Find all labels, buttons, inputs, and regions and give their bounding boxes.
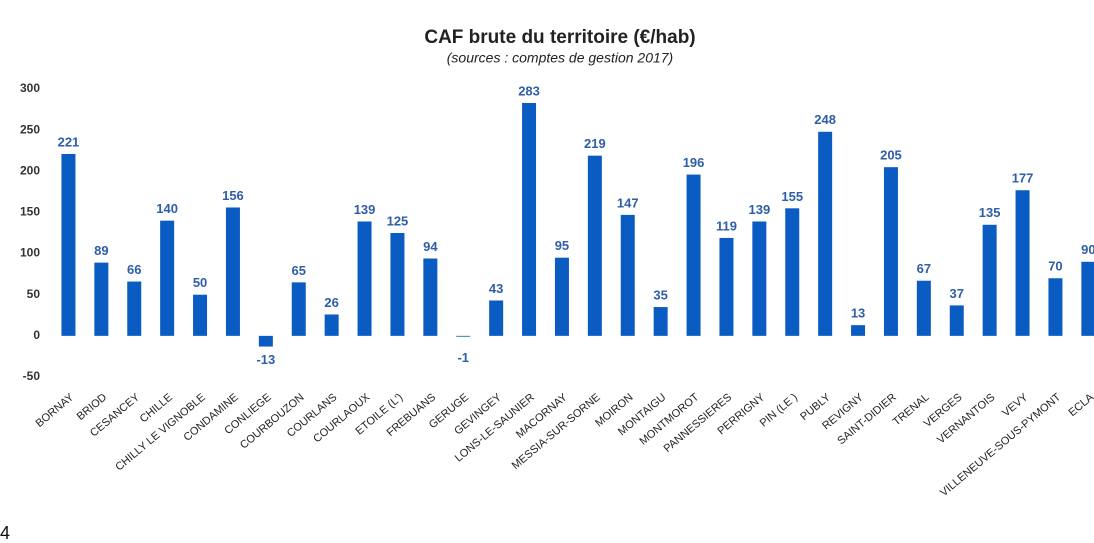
bar xyxy=(160,220,175,336)
value-label: 119 xyxy=(716,218,737,233)
y-tick-label: 300 xyxy=(20,81,40,95)
value-label: 37 xyxy=(950,286,964,301)
bar xyxy=(785,208,800,336)
y-tick-label: 200 xyxy=(20,163,40,177)
x-tick-label: VERNANTOIS xyxy=(935,391,997,446)
value-label: 139 xyxy=(354,202,376,217)
chart-title: CAF brute du territoire (€/hab) xyxy=(424,27,695,48)
bar xyxy=(390,233,405,336)
value-label: 89 xyxy=(94,243,108,258)
value-label: 140 xyxy=(156,201,178,216)
x-tick-label: BORNAY xyxy=(34,391,77,430)
bar xyxy=(225,207,240,336)
bar xyxy=(94,262,109,336)
x-tick-label: SAINT-DIDIER xyxy=(835,391,898,447)
value-label: 70 xyxy=(1048,259,1062,274)
bar xyxy=(949,305,964,336)
bar xyxy=(752,221,767,336)
bar xyxy=(719,237,734,336)
y-tick-label: 0 xyxy=(33,328,40,342)
value-label: 155 xyxy=(781,189,803,204)
bar xyxy=(489,300,504,336)
bar xyxy=(423,258,438,336)
value-label: 219 xyxy=(584,136,606,151)
value-label: 196 xyxy=(683,155,705,170)
chart-subtitle: (sources : comptes de gestion 2017) xyxy=(447,50,673,66)
value-label: 35 xyxy=(653,287,667,302)
y-tick-label: 250 xyxy=(20,122,40,136)
bar xyxy=(554,257,569,336)
x-tick-label: VILLENEUVE-SOUS-PYMONT xyxy=(938,391,1063,499)
y-tick-label: 50 xyxy=(27,287,41,301)
value-label: 94 xyxy=(423,239,438,254)
bar xyxy=(851,325,866,336)
page-number: 4 xyxy=(0,523,10,543)
value-label: 26 xyxy=(324,295,338,310)
value-label: 66 xyxy=(127,262,141,277)
bar xyxy=(1015,190,1030,336)
bar xyxy=(127,281,142,336)
x-tick-label: COURLAOUX xyxy=(311,391,373,445)
value-label: 95 xyxy=(555,238,569,253)
y-tick-label: -50 xyxy=(23,369,41,383)
value-label: 139 xyxy=(748,202,770,217)
bar xyxy=(982,224,997,336)
value-label: 221 xyxy=(58,134,80,149)
bar xyxy=(291,282,306,336)
value-label: 90 xyxy=(1081,242,1094,257)
bar xyxy=(883,167,898,336)
bar xyxy=(522,102,537,336)
value-label: 177 xyxy=(1012,171,1034,186)
value-label: -1 xyxy=(457,350,469,365)
value-label: 205 xyxy=(880,148,902,163)
value-label: 248 xyxy=(814,112,836,127)
bar xyxy=(324,314,339,336)
y-tick-label: 100 xyxy=(20,246,40,260)
bar xyxy=(1081,261,1094,336)
bar xyxy=(620,214,635,336)
value-label: 13 xyxy=(851,306,865,321)
value-label: 67 xyxy=(917,261,931,276)
value-label: 50 xyxy=(193,275,207,290)
bar xyxy=(1048,278,1063,336)
value-label: 135 xyxy=(979,205,1001,220)
bar xyxy=(61,154,76,336)
value-label: -13 xyxy=(256,352,275,367)
bar xyxy=(818,131,833,336)
bar xyxy=(456,335,471,337)
bar xyxy=(916,280,931,336)
bar xyxy=(193,294,208,336)
value-label: 65 xyxy=(292,263,306,278)
x-tick-label: ECLA xyxy=(1066,391,1094,419)
value-label: 283 xyxy=(518,83,540,98)
value-label: 43 xyxy=(489,281,503,296)
bar xyxy=(686,174,701,336)
value-label: 125 xyxy=(387,213,409,228)
bar xyxy=(653,307,668,336)
value-label: 156 xyxy=(222,188,244,203)
y-tick-label: 150 xyxy=(20,205,40,219)
value-label: 147 xyxy=(617,195,639,210)
bar xyxy=(258,335,273,347)
bar xyxy=(357,221,372,336)
bar xyxy=(587,155,602,336)
